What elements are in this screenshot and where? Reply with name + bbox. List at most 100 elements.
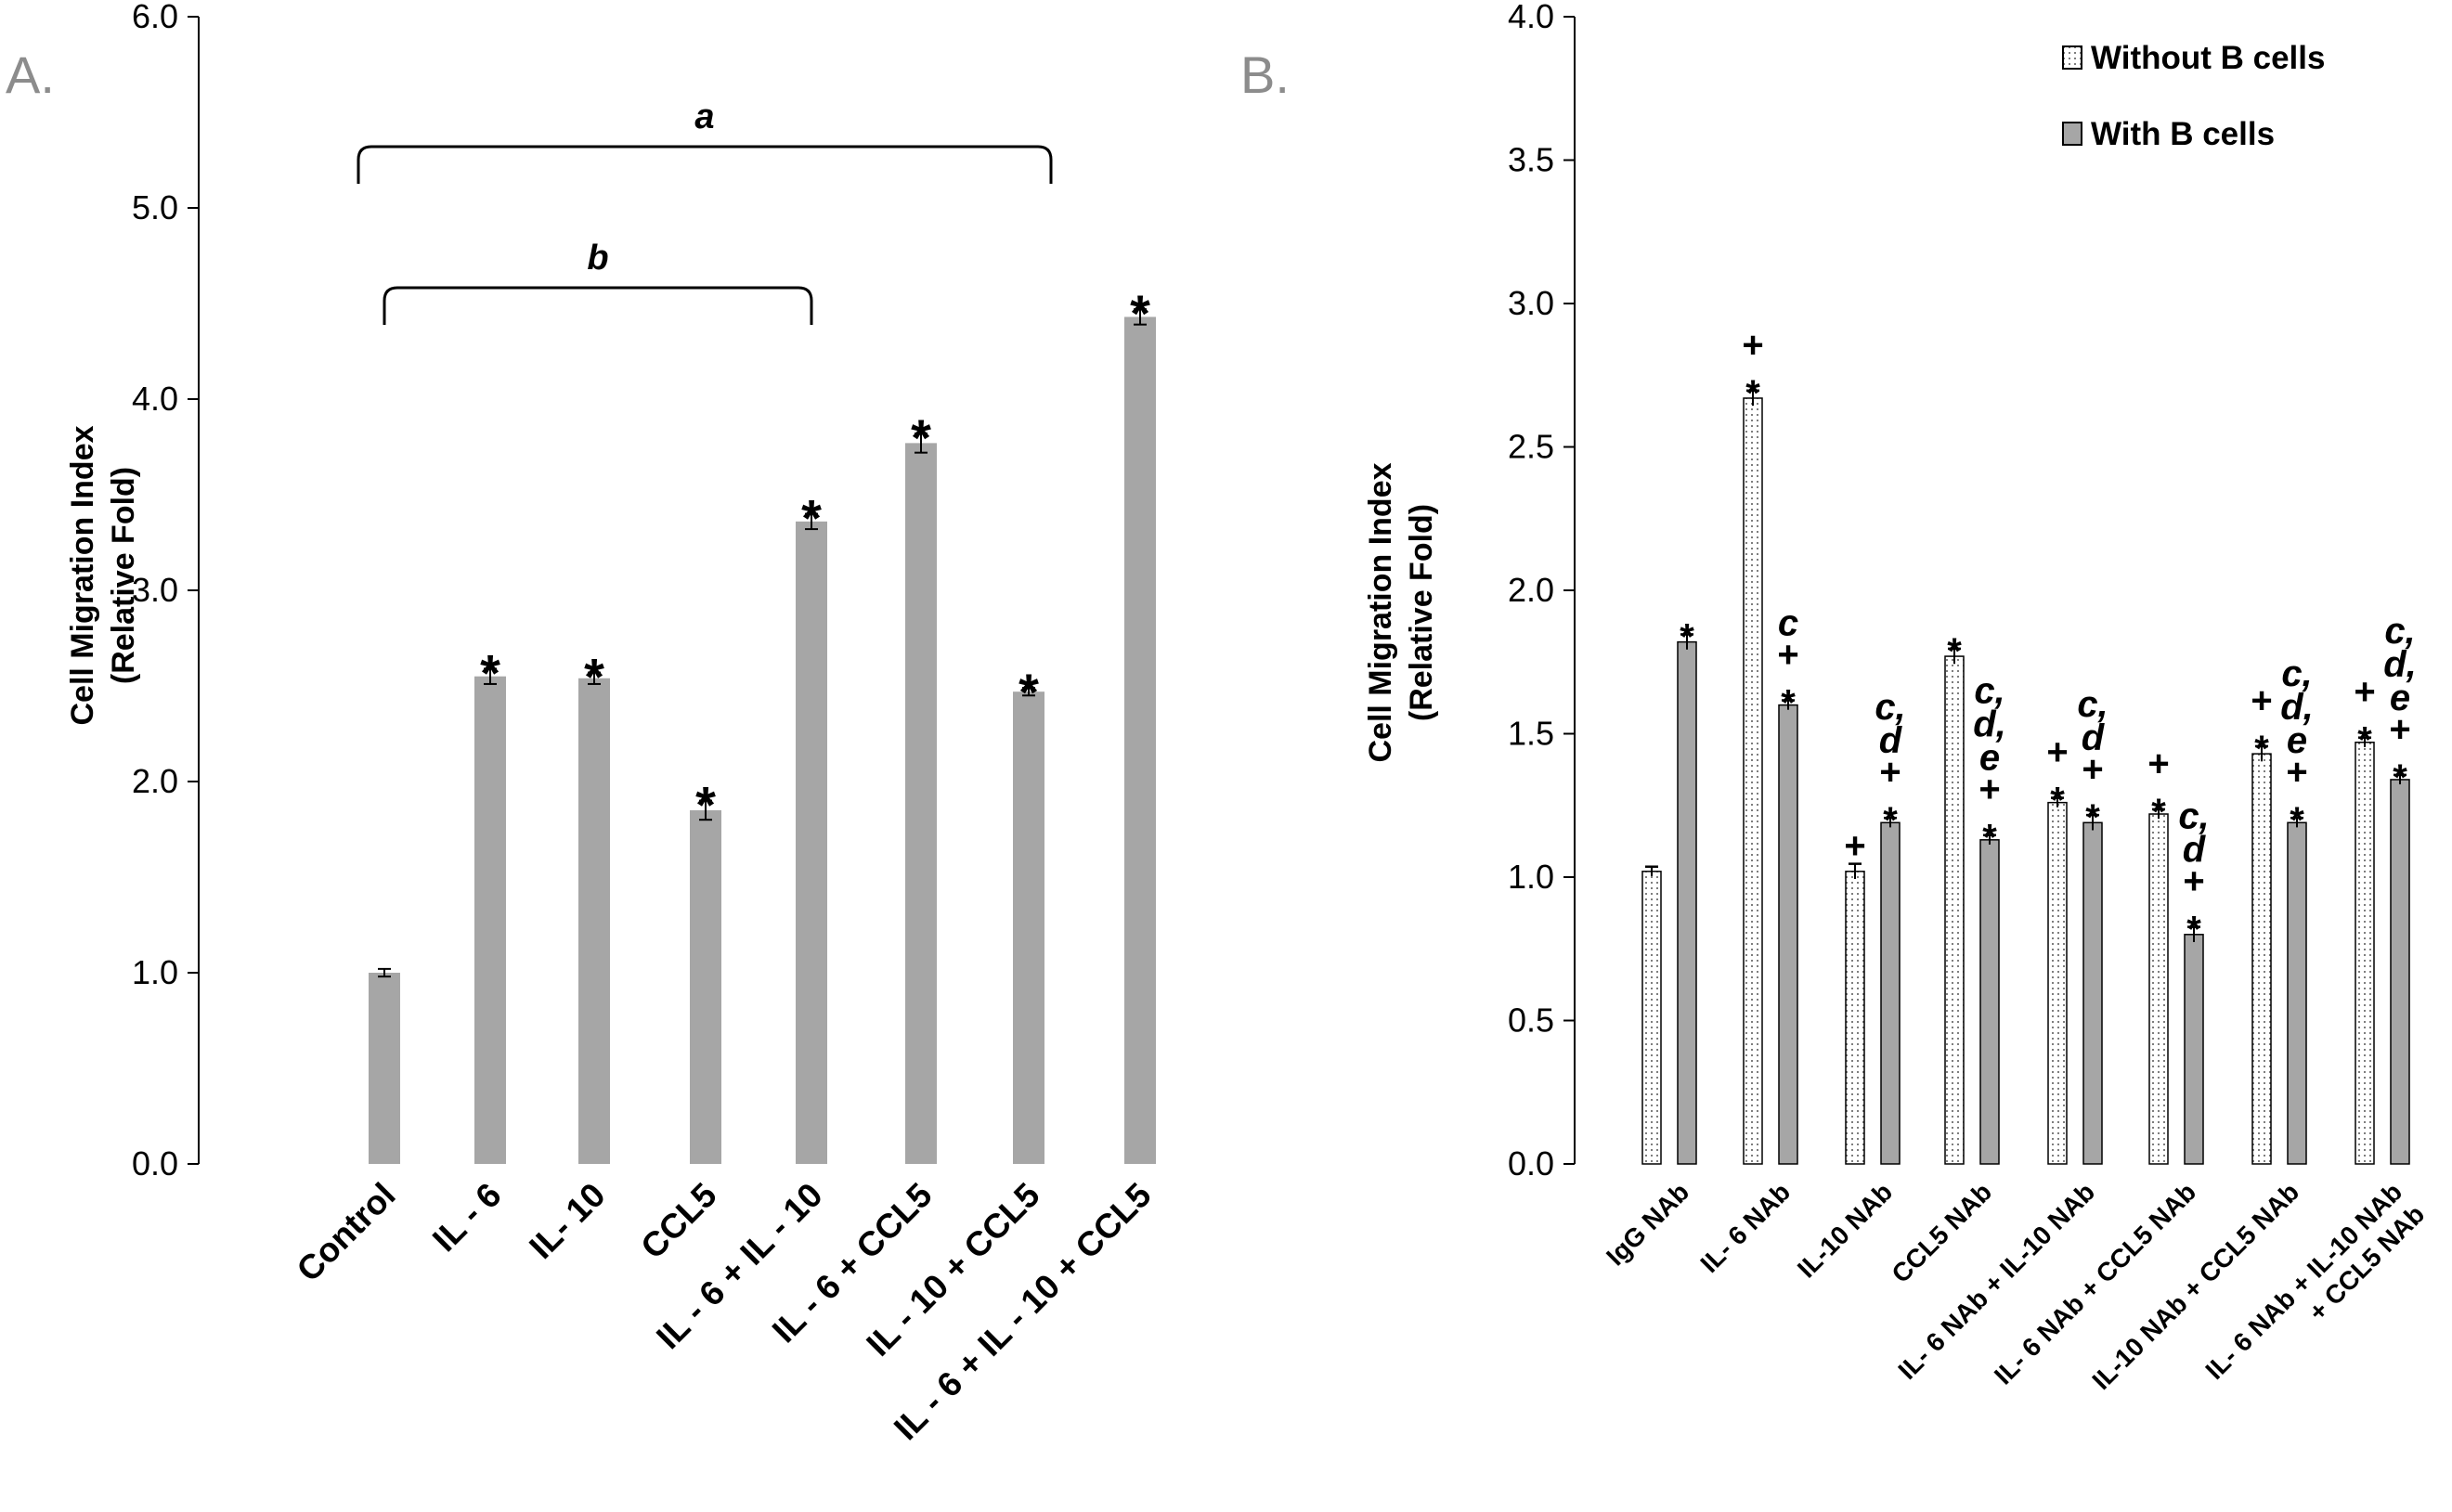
significance-mark: * — [2050, 781, 2065, 821]
y-tick-label: 2.5 — [1508, 428, 1554, 466]
x-category-label-line: IL-10 NAb — [1792, 1177, 1898, 1283]
y-tick-label: 0.5 — [1508, 1002, 1554, 1040]
bar — [2287, 821, 2307, 1165]
legend-label: With B cells — [2091, 116, 2275, 152]
bar — [1743, 397, 1763, 1165]
significance-mark: * — [1680, 616, 1694, 657]
y-tick-label: 4.0 — [1508, 0, 1554, 35]
panel-letter: A. — [6, 45, 55, 104]
significance-star: * — [911, 408, 931, 467]
significance-mark: d, — [2280, 687, 2314, 728]
significance-mark: d — [1879, 720, 1903, 761]
x-category-label: IL- 6 NAb + IL-10 NAb — [1892, 1177, 2100, 1385]
significance-mark: + — [1844, 826, 1865, 867]
significance-mark: * — [1745, 373, 1760, 414]
significance-mark: d, — [1973, 704, 2006, 745]
bar — [905, 443, 937, 1164]
significance-mark: + — [2082, 749, 2103, 790]
significance-mark: * — [1947, 631, 1962, 672]
significance-mark: d — [2183, 830, 2207, 871]
significance-mark: + — [1879, 752, 1901, 793]
y-axis-title-line: Cell Migration Index — [1363, 462, 1398, 762]
bar — [1677, 640, 1697, 1165]
significance-mark: c, — [1974, 671, 2004, 712]
bar — [1641, 871, 1662, 1165]
significance-mark: e — [2390, 678, 2410, 718]
x-category-label-line: IL- 6 NAb + IL-10 NAb — [2199, 1177, 2407, 1385]
significance-mark: + — [2286, 752, 2307, 793]
significance-bracket — [383, 286, 813, 325]
bar — [2082, 821, 2103, 1165]
y-tick-label: 3.0 — [132, 571, 178, 609]
bar — [1013, 691, 1044, 1164]
bar — [1979, 839, 2000, 1165]
significance-mark: * — [2393, 757, 2407, 798]
y-tick-label: 1.0 — [1508, 858, 1554, 896]
x-category-label-line: IL- 6 NAb — [1694, 1177, 1796, 1278]
x-category-label: IL- 6 NAb — [1694, 1177, 1796, 1278]
bar — [2355, 742, 2375, 1165]
significance-mark: * — [2254, 729, 2269, 769]
significance-mark: + — [1742, 325, 1763, 366]
significance-mark: c, — [2077, 684, 2108, 725]
significance-mark: * — [2186, 910, 2201, 950]
x-category-label: IgG NAb — [1601, 1177, 1694, 1271]
significance-mark: * — [1883, 800, 1898, 841]
bar — [796, 521, 827, 1164]
bar — [2251, 753, 2272, 1165]
significance-mark: * — [2151, 792, 2166, 833]
significance-mark: + — [2389, 709, 2410, 750]
y-tick-label: 0.0 — [1508, 1144, 1554, 1182]
significance-mark: * — [1781, 683, 1796, 724]
significance-mark: d — [2082, 717, 2106, 758]
significance-star: * — [695, 776, 716, 834]
bracket-label: b — [587, 239, 608, 278]
y-tick-label: 3.0 — [1508, 284, 1554, 322]
panel-b: B. 0.0 0.5 1.0 1.5 2.0 2.5 3.0 3.5 4.0 Cell Migrat… — [1240, 0, 2430, 1407]
y-tick-label: 1.0 — [132, 953, 178, 991]
x-category-label-line: IL-10 NAb + CCL5 NAb — [2086, 1177, 2304, 1395]
y-axis-title: Cell Migration Index (Relative Fold) — [65, 425, 141, 725]
bar — [1944, 655, 1965, 1165]
x-category-label: IL- 6 NAb + IL-10 NAb+ CCL5 NAb — [2199, 1177, 2430, 1407]
significance-star: * — [584, 648, 604, 706]
panel-letter: B. — [1240, 45, 1290, 104]
bar — [690, 809, 721, 1164]
bar — [2047, 801, 2068, 1165]
significance-star: * — [801, 489, 822, 548]
x-category-label-line: IgG NAb — [1601, 1177, 1694, 1271]
significance-mark: + — [2046, 732, 2068, 773]
significance-mark: * — [2290, 800, 2304, 841]
bracket-label: a — [694, 97, 714, 136]
significance-mark: + — [1978, 769, 2000, 810]
y-axis-title-line: (Relative Fold) — [1404, 504, 1439, 721]
x-category-label: Control — [290, 1176, 403, 1289]
legend-label: Without B cells — [2091, 40, 2325, 76]
legend-swatch-with — [2062, 122, 2082, 146]
x-category-label: IL - 6 — [425, 1176, 509, 1260]
significance-mark: c, — [2178, 796, 2209, 837]
significance-mark: * — [2085, 797, 2100, 838]
bar — [2390, 779, 2410, 1165]
significance-mark: e — [2287, 720, 2307, 761]
y-tick-label: 4.0 — [132, 380, 178, 418]
significance-mark: + — [2147, 743, 2169, 784]
x-category-label: CCL5 — [633, 1176, 723, 1266]
y-axis-title: Cell Migration Index (Relative Fold) — [1363, 462, 1439, 762]
y-axis-title-line: Cell Migration Index — [65, 425, 100, 725]
significance-mark: e — [1979, 738, 2000, 779]
panel-a: A. 0.0 1.0 2.0 3.0 4.0 5.0 6.0 Cell Migration In… — [6, 0, 1159, 1447]
x-category-label-line: IL- 6 NAb + CCL5 NAb — [1989, 1177, 2201, 1389]
x-category-label: IL-10 NAb — [1792, 1177, 1898, 1283]
x-category-label-line: IL- 6 NAb + IL-10 NAb — [1892, 1177, 2100, 1385]
significance-mark: + — [2183, 861, 2204, 902]
bar — [1880, 821, 1901, 1165]
x-category-label: CCL5 NAb — [1886, 1177, 1997, 1288]
legend-swatch-without — [2062, 45, 2082, 70]
x-category-label: IL-10 NAb + CCL5 NAb — [2086, 1177, 2304, 1395]
y-tick-label: 0.0 — [132, 1144, 178, 1182]
significance-star: * — [1130, 284, 1150, 342]
y-tick-label: 2.0 — [1508, 571, 1554, 609]
bar — [2148, 813, 2169, 1165]
x-category-label-line: CCL5 NAb — [1886, 1177, 1997, 1288]
